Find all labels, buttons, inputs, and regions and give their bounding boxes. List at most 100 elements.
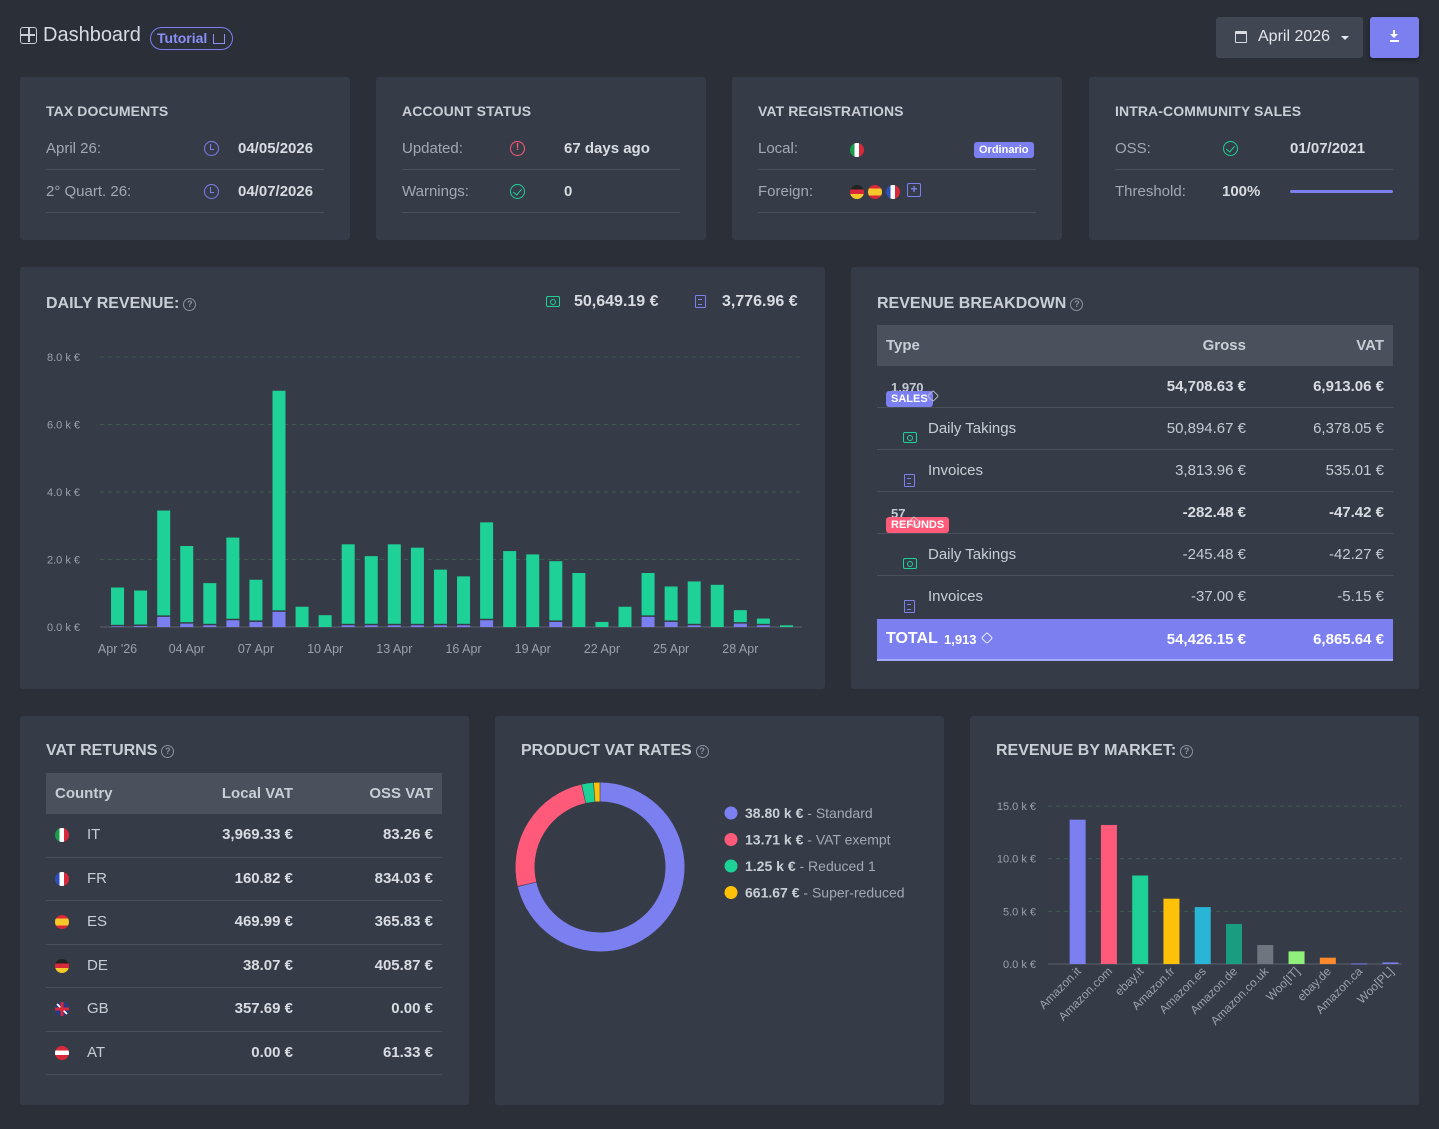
flag-es-icon (868, 185, 882, 199)
bar-segment-takings (295, 606, 309, 627)
bar-segment-takings (272, 390, 286, 611)
y-tick-label: 4.0 k € (47, 487, 80, 499)
help-icon[interactable]: ? (695, 745, 709, 758)
bar-segment-takings (756, 618, 770, 624)
threshold-row: Threshold: 100% (1115, 170, 1393, 213)
refunds-vat: -47.42 € (1328, 504, 1384, 521)
help-icon[interactable]: ? (1180, 745, 1194, 758)
bar-segment-takings (341, 544, 355, 624)
foreign-label: Foreign: (758, 183, 814, 200)
tutorial-button[interactable]: Tutorial (150, 27, 233, 50)
tax-doc-label: April 26: (46, 140, 102, 157)
help-icon[interactable]: ? (183, 298, 197, 311)
help-icon[interactable]: ? (1070, 298, 1084, 311)
x-tick-label: 22 Apr (584, 642, 620, 656)
donut-slice (581, 782, 595, 804)
local-vat: 0.00 € (251, 1043, 293, 1061)
bar-segment-invoices (111, 626, 125, 627)
revenue-by-market-title-text: REVENUE BY MARKET: (996, 742, 1177, 759)
revenue-breakdown-card: REVENUE BREAKDOWN? Type Gross VAT SALES … (851, 267, 1419, 689)
bar-segment-takings (157, 510, 171, 616)
market-bar (1132, 875, 1149, 964)
threshold-bar-fill (1290, 190, 1393, 193)
flag-it-icon (55, 828, 69, 842)
daily-revenue-card: DAILY REVENUE:? 50,649.19 € 3,776.96 € 0… (20, 267, 825, 689)
flag-de-icon (850, 185, 864, 199)
market-bar (1069, 819, 1086, 964)
invoice-icon (904, 474, 915, 487)
sales-takings-row: Daily Takings 50,894.67 € 6,378.05 € (877, 408, 1393, 450)
warnings-row: Warnings: 0 (402, 170, 680, 213)
check-circle-icon (1223, 141, 1238, 156)
legend-entry: 661.67 € - Super-reduced (745, 885, 905, 901)
period-select[interactable]: April 2026 (1216, 17, 1363, 58)
bar-segment-invoices (203, 625, 217, 627)
legend-entry: 38.80 k € - Standard (745, 805, 873, 821)
y-tick-label: 5.0 k € (1003, 906, 1036, 918)
bar-segment-takings (203, 583, 217, 624)
x-tick-label: Apr '26 (98, 642, 137, 656)
add-registration-icon[interactable]: + (907, 183, 921, 197)
sales-invoices-row: Invoices 3,813.96 € 535.01 € (877, 450, 1393, 492)
y-tick-label: 15.0 k € (997, 801, 1036, 813)
vat-returns-title-text: VAT RETURNS (46, 742, 158, 759)
bar-segment-invoices (157, 616, 171, 627)
help-icon[interactable]: ? (161, 745, 175, 758)
y-tick-label: 0.0 k € (47, 622, 80, 634)
bar-segment-takings (710, 584, 724, 627)
download-icon (1390, 30, 1399, 42)
foreign-row: Foreign: + (758, 170, 1036, 213)
sales-vat: 6,913.06 € (1313, 378, 1384, 395)
bar-segment-takings (526, 554, 540, 627)
oss-vat: 834.03 € (374, 869, 433, 887)
page-title: Dashboard (43, 24, 141, 46)
threshold-value: 100% (1222, 183, 1261, 200)
vat-return-row: DE 38.07 € 405.87 € (46, 945, 442, 988)
invoices-total: 3,776.96 € (722, 293, 798, 310)
total-count: 1,913 (944, 632, 977, 647)
refunds-gross: -282.48 € (1182, 504, 1246, 521)
vat-return-row: GB 357.69 € 0.00 € (46, 988, 442, 1032)
tax-doc-row: 2° Quart. 26: 04/07/2026 (46, 170, 324, 213)
oss-label: OSS: (1115, 140, 1151, 157)
country-code: FR (87, 869, 107, 887)
product-vat-rates-title: PRODUCT VAT RATES? (521, 742, 709, 760)
legend-dot (724, 806, 738, 820)
oss-vat: 0.00 € (391, 1000, 433, 1017)
local-vat: 469.99 € (234, 913, 293, 930)
bar-segment-invoices (549, 621, 563, 627)
bar-segment-takings (779, 625, 793, 627)
market-bar (1163, 898, 1180, 964)
market-bar (1382, 962, 1399, 964)
legend-entry: 1.25 k € - Reduced 1 (745, 858, 876, 874)
alert-icon: ! (510, 141, 525, 156)
total-label: TOTAL (886, 630, 938, 647)
bar-segment-invoices (249, 621, 263, 627)
sales-gross: 54,708.63 € (1166, 378, 1246, 395)
bar-segment-invoices (134, 625, 148, 627)
calendar-icon (1235, 31, 1247, 43)
download-button[interactable] (1370, 17, 1419, 58)
market-bar (1288, 951, 1305, 964)
bar-segment-invoices (387, 625, 401, 627)
updated-label: Updated: (402, 140, 463, 157)
market-bar (1257, 945, 1274, 964)
clock-icon (204, 184, 219, 199)
row-gross: 50,894.67 € (1166, 420, 1246, 437)
bar-segment-invoices (364, 625, 378, 627)
oss-date: 01/07/2021 (1290, 140, 1366, 157)
bar-segment-invoices (410, 625, 424, 627)
row-vat: 535.01 € (1325, 462, 1384, 479)
row-gross: 3,813.96 € (1175, 462, 1246, 479)
refunds-row: REFUNDS 57 -282.48 € -47.42 € (877, 492, 1393, 534)
country-code: IT (87, 826, 101, 843)
local-vat: 38.07 € (242, 956, 293, 974)
row-label: Daily Takings (928, 546, 1017, 563)
takings-total: 50,649.19 € (574, 293, 659, 310)
oss-vat: 61.33 € (382, 1043, 433, 1061)
col-local-vat: Local VAT (221, 785, 293, 802)
warnings-label: Warnings: (402, 183, 469, 200)
clock-icon (204, 141, 219, 156)
donut-slice (515, 784, 586, 887)
bar-segment-invoices (641, 616, 655, 627)
